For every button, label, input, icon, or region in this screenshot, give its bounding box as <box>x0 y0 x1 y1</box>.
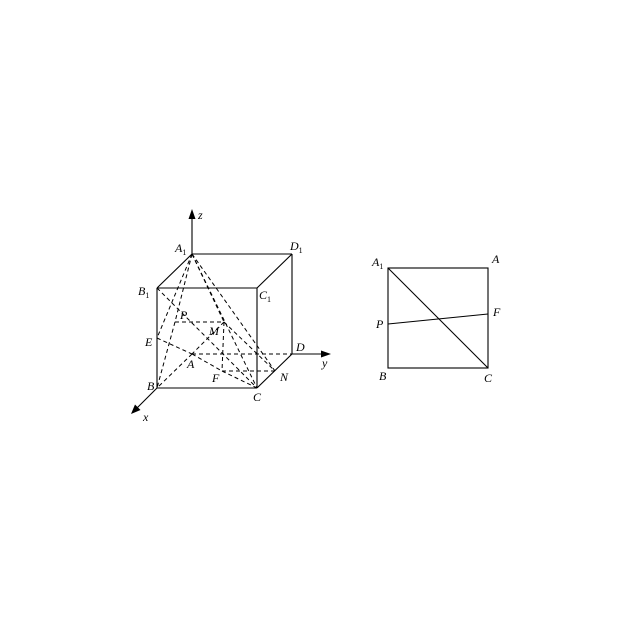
segment-M-F <box>221 321 225 372</box>
segment-F-C <box>221 370 258 389</box>
segment-B1-C <box>156 287 258 389</box>
coordinate-axes <box>131 209 331 414</box>
label-D: D <box>295 340 305 354</box>
square-labels: A1 A P F B C <box>371 252 501 385</box>
label-F: F <box>492 305 501 319</box>
square-A1-A-C-B <box>387 267 489 369</box>
label-E: E <box>144 335 153 349</box>
segment-A1-C <box>191 253 258 389</box>
label-P: P <box>179 308 188 322</box>
label-C: C <box>253 390 262 404</box>
label-C: C <box>484 371 493 385</box>
label-x: x <box>142 410 149 424</box>
segment-A-F <box>191 353 223 372</box>
z-axis-arrow <box>188 209 196 219</box>
x-axis-arrow <box>131 404 141 414</box>
square-section-figure: A1 A P F B C <box>371 252 501 385</box>
segment-M-N <box>223 321 276 372</box>
label-A: A <box>186 357 195 371</box>
label-F: F <box>211 371 220 385</box>
label-N: N <box>279 370 289 384</box>
diagonal-A1-C <box>387 267 489 369</box>
segment-A1-P <box>174 253 193 323</box>
segment-P-F <box>387 313 489 325</box>
label-C1: C1 <box>259 288 271 304</box>
label-B1: B1 <box>138 284 149 300</box>
label-z: z <box>197 208 203 222</box>
cube-labels: z A1 D1 B1 C1 P M E A D y B F N C x <box>138 208 328 424</box>
label-y: y <box>321 356 328 370</box>
label-A: A <box>491 252 500 266</box>
x-axis-line <box>135 387 158 410</box>
edge-A1-B1 <box>156 253 193 289</box>
label-A1: A1 <box>174 241 186 257</box>
label-D1: D1 <box>289 239 303 255</box>
edge-A-B <box>156 353 193 389</box>
segment-M-A <box>191 321 225 355</box>
segment-E-A <box>156 337 193 355</box>
label-B: B <box>147 379 155 393</box>
segment-A1-E <box>156 253 193 339</box>
label-P: P <box>375 317 384 331</box>
label-M: M <box>208 324 220 338</box>
cube-dashed-lines <box>156 253 292 389</box>
segment-P-B <box>156 321 176 389</box>
y-axis-arrow <box>321 350 331 358</box>
edge-D1-C1 <box>256 253 293 289</box>
cube-figure: z A1 D1 B1 C1 P M E A D y B F N C x <box>131 208 331 424</box>
label-A1: A1 <box>371 255 383 271</box>
label-B: B <box>379 369 387 383</box>
segment-A1-N <box>191 253 276 372</box>
